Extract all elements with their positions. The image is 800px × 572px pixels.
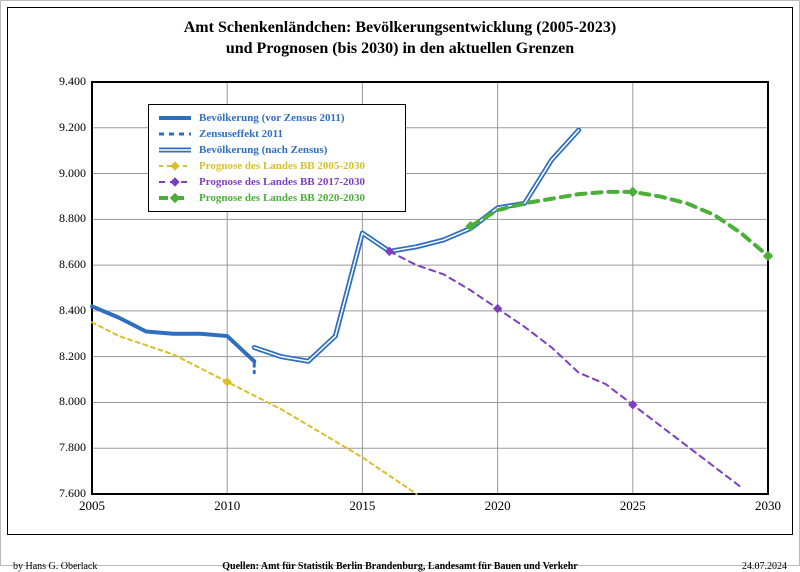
y-tick-label: 8.000 [42, 394, 86, 409]
y-tick-label: 9.200 [42, 120, 86, 135]
chart-panel: Amt Schenkenländchen: Bevölkerungsentwic… [7, 7, 793, 535]
y-tick-label: 9.400 [42, 74, 86, 89]
legend-label: Prognose des Landes BB 2020-2030 [199, 192, 365, 204]
legend: Bevölkerung (vor Zensus 2011) Zensuseffek… [148, 104, 406, 212]
legend-swatch [157, 127, 193, 141]
legend-label: Prognose des Landes BB 2005-2030 [199, 160, 365, 172]
footer-date: 24.07.2024 [742, 561, 787, 572]
chart-frame: Amt Schenkenländchen: Bevölkerungsentwic… [0, 0, 800, 566]
chart-title: Amt Schenkenländchen: Bevölkerungsentwic… [8, 18, 792, 60]
legend-row: Prognose des Landes BB 2005-2030 [157, 158, 397, 174]
y-tick-label: 9.000 [42, 166, 86, 181]
x-tick-label: 2030 [743, 498, 793, 514]
legend-label: Prognose des Landes BB 2017-2030 [199, 176, 365, 188]
legend-swatch [157, 143, 193, 157]
legend-row: Prognose des Landes BB 2017-2030 [157, 174, 397, 190]
legend-row: Prognose des Landes BB 2020-2030 [157, 190, 397, 206]
x-tick-label: 2020 [473, 498, 523, 514]
y-tick-label: 8.200 [42, 349, 86, 364]
legend-swatch [157, 175, 193, 189]
legend-row: Bevölkerung (vor Zensus 2011) [157, 110, 397, 126]
y-tick-label: 8.400 [42, 303, 86, 318]
legend-swatch [157, 159, 193, 173]
legend-swatch [157, 191, 193, 205]
legend-label: Zensuseffekt 2011 [199, 128, 283, 140]
legend-row: Bevölkerung (nach Zensus) [157, 142, 397, 158]
y-tick-label: 8.800 [42, 211, 86, 226]
x-tick-label: 2005 [67, 498, 117, 514]
y-tick-label: 8.600 [42, 257, 86, 272]
x-tick-label: 2025 [608, 498, 658, 514]
footer-sources: Quellen: Amt für Statistik Berlin Brande… [13, 561, 787, 572]
y-tick-label: 7.800 [42, 440, 86, 455]
legend-label: Bevölkerung (vor Zensus 2011) [199, 112, 345, 124]
legend-swatch [157, 111, 193, 125]
x-tick-label: 2010 [202, 498, 252, 514]
legend-label: Bevölkerung (nach Zensus) [199, 144, 327, 156]
title-line-2: und Prognosen (bis 2030) in den aktuelle… [8, 39, 792, 60]
legend-row: Zensuseffekt 2011 [157, 126, 397, 142]
x-tick-label: 2015 [337, 498, 387, 514]
title-line-1: Amt Schenkenländchen: Bevölkerungsentwic… [8, 18, 792, 39]
